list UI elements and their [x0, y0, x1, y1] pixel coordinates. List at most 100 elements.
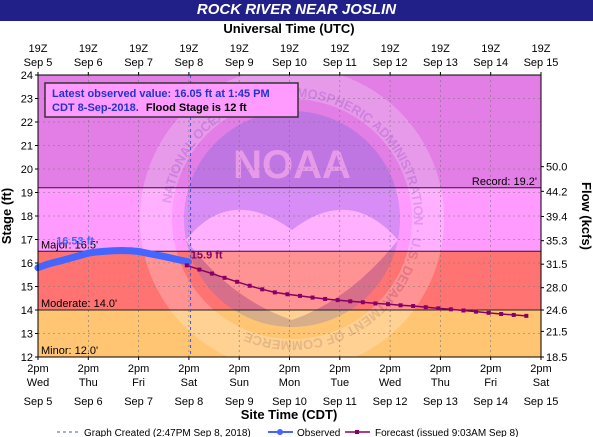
x-tick-label-time: 2pm [329, 363, 350, 375]
y-axis-label: Stage (ft) [0, 188, 14, 244]
observed-point [118, 247, 126, 254]
forecast-point [474, 309, 479, 314]
y-tick-label: 12 [21, 352, 33, 364]
threshold-label-record: Record: 19.2' [472, 176, 537, 188]
x-top-tick-label-date: Sep 9 [225, 57, 254, 69]
x-tick-label-day: Fri [132, 377, 145, 389]
x-tick-label-day: Sat [533, 377, 550, 389]
x-tick-label-day: Sun [229, 377, 249, 389]
x-tick-label-time: 2pm [480, 363, 501, 375]
forecast-point [184, 263, 189, 268]
x-top-tick-label-time: 19Z [481, 43, 500, 55]
y-tick-label: 23 [21, 94, 33, 106]
x-tick-label-time: 2pm [27, 363, 48, 375]
x-top-tick-label-time: 19Z [431, 43, 450, 55]
top-axis-label: Universal Time (UTC) [223, 21, 354, 36]
threshold-label-moderate: Moderate: 14.0' [41, 298, 117, 310]
y2-tick-label: 44.2 [546, 186, 567, 198]
info-box-date: CDT 8-Sep-2018. [52, 102, 139, 114]
forecast-point [448, 307, 453, 312]
forecast-point [423, 305, 428, 310]
forecast-point [411, 304, 416, 309]
observed-point [160, 253, 167, 260]
x-tick-label-date: Sep 7 [124, 396, 153, 408]
legend-observed-marker [277, 429, 283, 435]
observed-point [101, 248, 109, 255]
forecast-point [335, 298, 340, 303]
x-tick-label-date: Sep 15 [524, 396, 559, 408]
y-tick-label: 15 [21, 282, 33, 294]
x-axis-label: Site Time (CDT) [241, 407, 338, 422]
y2-axis-label: Flow (kcfs) [579, 182, 593, 250]
forecast-line [186, 264, 527, 317]
forecast-point [197, 267, 202, 272]
watermark-inner-disc [184, 111, 400, 327]
observed-point [43, 261, 50, 268]
observed-point [93, 248, 100, 256]
chart-series: 16.53 ft 15.9 ft [34, 236, 529, 318]
threshold-label-major: Major: 16.5' [41, 239, 98, 251]
x-top-tick-label-date: Sep 14 [473, 57, 508, 69]
x-top-tick-label-time: 19Z [532, 43, 551, 55]
y-tick-label: 19 [21, 188, 33, 200]
chart-axes: 12 13 14 15 16 17 18 19 20 21 22 23 24 18.5 21.5 24.6 28… [21, 43, 568, 408]
watermark-gull-icon [186, 209, 398, 320]
legend-created-label: Graph Created (2:47PM Sep 8, 2018) [84, 428, 251, 437]
observed-point [110, 247, 117, 254]
threshold-label-minor: Minor: 12.0' [41, 345, 98, 357]
y2-tick-label: 28.0 [546, 283, 567, 295]
forecast-point [511, 312, 516, 317]
observed-point [59, 256, 67, 264]
x-tick-label-day: Wed [379, 377, 401, 389]
observed-point [168, 255, 176, 262]
forecast-point [348, 299, 353, 304]
y-tick-label: 14 [21, 305, 33, 317]
noaa-watermark: NOAA NATIONAL OCEANIC AND ATMOSPHERIC AD… [140, 67, 444, 371]
y2-tick-label: 35.3 [546, 236, 567, 248]
info-box: Latest observed value: 16.05 ft at 1:45 … [44, 82, 299, 118]
forecast-point [386, 302, 391, 307]
x-top-tick-label-date: Sep 12 [373, 57, 408, 69]
x-tick-label-time: 2pm [530, 363, 551, 375]
y2-tick-label: 24.6 [546, 305, 567, 317]
x-top-tick-label-date: Sep 13 [423, 57, 458, 69]
forecast-point [209, 271, 214, 276]
observed-point [76, 252, 84, 259]
legend-observed-label: Observed [297, 428, 340, 437]
observed-point [127, 247, 134, 254]
y-tick-label: 16 [21, 258, 33, 270]
x-tick-label-day: Fri [484, 377, 497, 389]
x-top-tick-label-time: 19Z [29, 43, 48, 55]
observed-point [51, 259, 58, 266]
info-box-line1: Latest observed value: 16.05 ft at 1:45 … [52, 88, 270, 100]
x-top-tick-label-time: 19Z [381, 43, 400, 55]
forecast-point [272, 290, 277, 295]
x-top-tick-label-date: Sep 6 [74, 57, 103, 69]
legend-forecast-marker [355, 430, 359, 434]
info-box-line2: CDT 8-Sep-2018. Flood Stage is 12 ft [52, 102, 247, 114]
x-tick-label-time: 2pm [128, 363, 149, 375]
x-top-tick-label-date: Sep 8 [175, 57, 204, 69]
x-tick-label-date: Sep 5 [24, 396, 53, 408]
x-top-tick-label-date: Sep 11 [323, 57, 357, 69]
x-top-tick-label-date: Sep 5 [24, 57, 53, 69]
info-box-flood-stage: Flood Stage is 12 ft [146, 102, 247, 114]
forecast-point [260, 287, 265, 292]
forecast-point [310, 295, 315, 300]
y-tick-label: 17 [21, 235, 33, 247]
x-top-tick-label-time: 19Z [129, 43, 148, 55]
forecast-point [436, 306, 441, 311]
forecast-point [486, 310, 491, 315]
y2-tick-label: 50.0 [546, 162, 567, 174]
x-tick-label-day: Mon [279, 377, 300, 389]
forecast-point [373, 301, 378, 306]
x-tick-label-date: Sep 10 [272, 396, 307, 408]
forecast-point [398, 303, 403, 308]
y-tick-label: 18 [21, 211, 33, 223]
observed-point [85, 249, 92, 257]
x-top-tick-label-time: 19Z [330, 43, 349, 55]
x-tick-label-time: 2pm [279, 363, 300, 375]
forecast-point [323, 296, 328, 301]
x-tick-label-time: 2pm [379, 363, 400, 375]
legend-forecast-label: Forecast (issued 9:03AM Sep 8) [375, 428, 518, 437]
